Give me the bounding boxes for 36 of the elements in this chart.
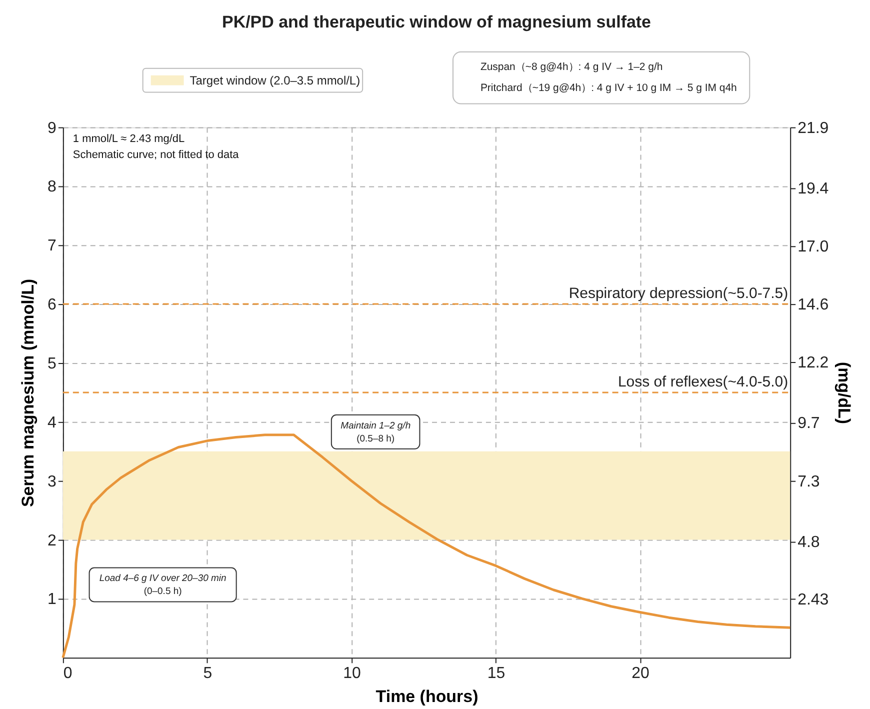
x-tick-label: 0: [63, 665, 72, 682]
x-axis-title: Time (hours): [376, 687, 478, 706]
y2-tick-label: 12.2: [798, 354, 829, 372]
y2-tick-label: 9.7: [798, 415, 820, 432]
y-tick-label: 3: [48, 473, 57, 490]
y2-tick-label: 17.0: [798, 238, 829, 256]
y-tick-label: 2: [48, 532, 57, 550]
text: Zuspan（~8 g@4h）: 4 g IV → 1–2 g/h: [480, 62, 663, 73]
y-tick-label: 6: [48, 296, 57, 314]
annotation: Maintain 1–2 g/h (0.5–8 h): [340, 420, 411, 444]
chart-title: PK/PD and therapeutic window of magnesium sulfate: [222, 12, 651, 32]
x-tick-label: 5: [203, 665, 212, 682]
y-tick-label: 8: [48, 178, 57, 196]
x-tick-label: 10: [343, 665, 361, 682]
ref-line-label: Loss of reflexes(~4.0-5.0): [618, 373, 788, 390]
y2-tick-label: 21.9: [798, 120, 829, 137]
y-tick-label: 5: [48, 355, 57, 372]
y2-tick-label: 2.43: [798, 591, 829, 608]
y-tick-label: 7: [48, 238, 57, 255]
annotation: Load 4–6 g IV over 20–30 min (0–0.5 h): [99, 573, 226, 598]
y2-tick-label: 4.8: [798, 534, 820, 551]
y-tick-label: 4: [48, 414, 57, 432]
annotation: 1 mmol/L ≈ 2.43 mg/dL: [72, 133, 185, 146]
ref-line-label: Respiratory depression(~5.0-7.5): [568, 285, 788, 302]
legend-label: Target window (2.0–3.5 mmol/L): [190, 73, 360, 88]
y-tick-label: 9: [48, 120, 57, 137]
y-axis-title: Serum magnesium (mmol/L): [18, 278, 38, 508]
x-tick-label: 15: [487, 665, 506, 682]
y2-tick-label: 7.3: [798, 473, 820, 490]
y2-tick-label: 19.4: [798, 180, 829, 198]
y-tick-label: 1: [48, 591, 57, 608]
annotation: Schematic curve; not fitted to data: [72, 149, 240, 162]
y2-axis-title: (mg/dL): [834, 362, 854, 424]
y2-tick-label: 14.6: [798, 296, 829, 314]
text: Pritchard（~19 g@4h）: 4 g IV + 10 g IM → 5 g IM q4h: [480, 82, 738, 94]
x-tick-label: 20: [632, 665, 650, 682]
